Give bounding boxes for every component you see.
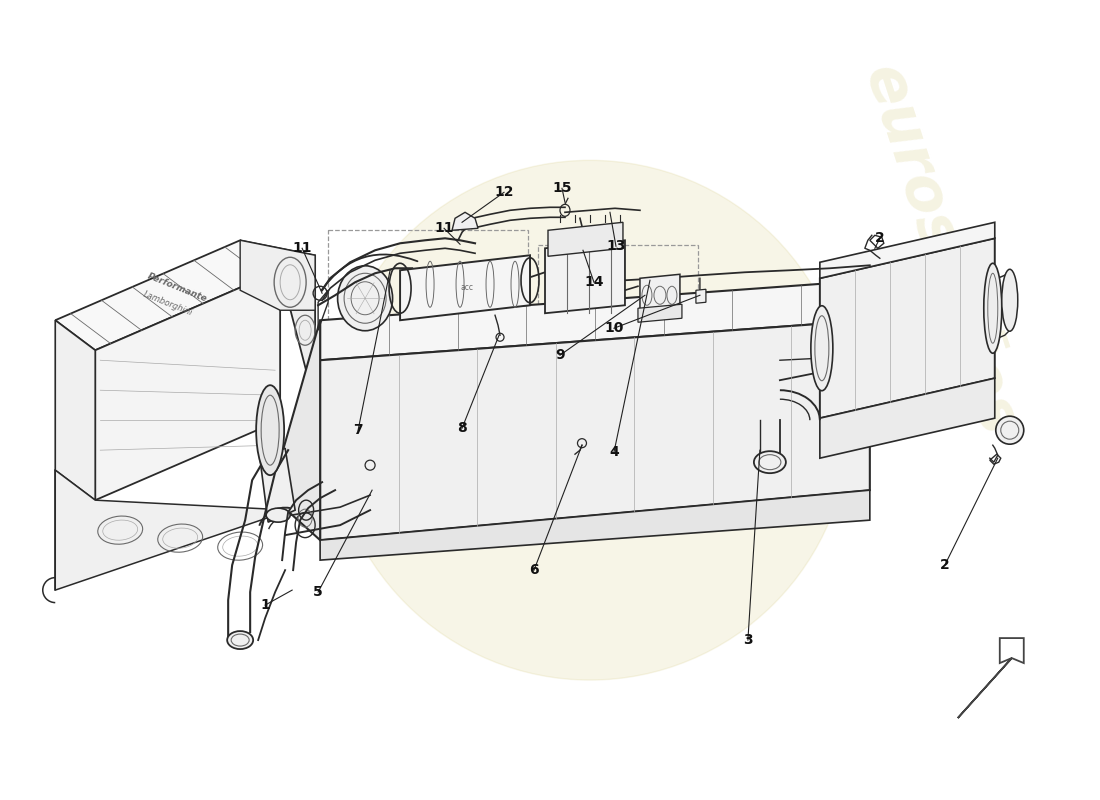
- Ellipse shape: [1002, 270, 1018, 331]
- Circle shape: [330, 160, 850, 680]
- Text: 1: 1: [261, 598, 270, 612]
- Polygon shape: [260, 448, 295, 522]
- Polygon shape: [240, 240, 315, 310]
- Text: Performante: Performante: [146, 271, 209, 303]
- Polygon shape: [55, 320, 96, 500]
- Polygon shape: [820, 222, 994, 278]
- Polygon shape: [640, 274, 680, 312]
- Ellipse shape: [266, 508, 290, 522]
- Polygon shape: [544, 240, 625, 314]
- Ellipse shape: [338, 266, 393, 330]
- Polygon shape: [820, 238, 994, 418]
- Polygon shape: [240, 240, 315, 406]
- Text: 11: 11: [434, 222, 454, 235]
- Text: 3: 3: [744, 633, 752, 647]
- Text: 10: 10: [604, 322, 624, 335]
- Text: 13: 13: [606, 239, 626, 254]
- Text: 9: 9: [556, 348, 564, 362]
- Text: eurospares: eurospares: [852, 58, 1027, 443]
- Ellipse shape: [256, 386, 284, 475]
- Polygon shape: [320, 320, 870, 540]
- Polygon shape: [320, 490, 870, 560]
- Text: 12: 12: [494, 186, 514, 199]
- Text: 5: 5: [314, 585, 323, 599]
- Ellipse shape: [811, 306, 833, 390]
- Bar: [538, 246, 697, 330]
- Polygon shape: [452, 212, 478, 230]
- Polygon shape: [696, 290, 706, 303]
- Text: Lamborghini: Lamborghini: [142, 290, 194, 318]
- Polygon shape: [548, 222, 623, 256]
- Text: 14: 14: [584, 275, 604, 290]
- Polygon shape: [55, 240, 280, 350]
- Ellipse shape: [754, 451, 785, 473]
- Text: eurospares: eurospares: [359, 334, 821, 466]
- Text: 2: 2: [939, 558, 949, 572]
- Text: 985: 985: [949, 276, 1011, 365]
- Text: a passion for parts: a passion for parts: [410, 428, 670, 492]
- Polygon shape: [820, 378, 994, 458]
- Text: 8: 8: [458, 421, 466, 435]
- Bar: [328, 230, 528, 350]
- Ellipse shape: [996, 416, 1024, 444]
- Polygon shape: [271, 320, 320, 540]
- Polygon shape: [96, 270, 280, 500]
- Text: 2: 2: [874, 231, 884, 246]
- Polygon shape: [55, 470, 290, 590]
- Text: acc: acc: [461, 282, 473, 292]
- Polygon shape: [400, 255, 530, 320]
- Text: 11: 11: [293, 242, 312, 255]
- Polygon shape: [320, 280, 870, 360]
- Text: 15: 15: [552, 182, 572, 195]
- Text: 7: 7: [353, 423, 363, 437]
- Text: 4: 4: [609, 445, 619, 459]
- Text: 6: 6: [529, 563, 539, 577]
- Ellipse shape: [228, 631, 253, 649]
- Ellipse shape: [983, 263, 1002, 354]
- Polygon shape: [638, 304, 682, 322]
